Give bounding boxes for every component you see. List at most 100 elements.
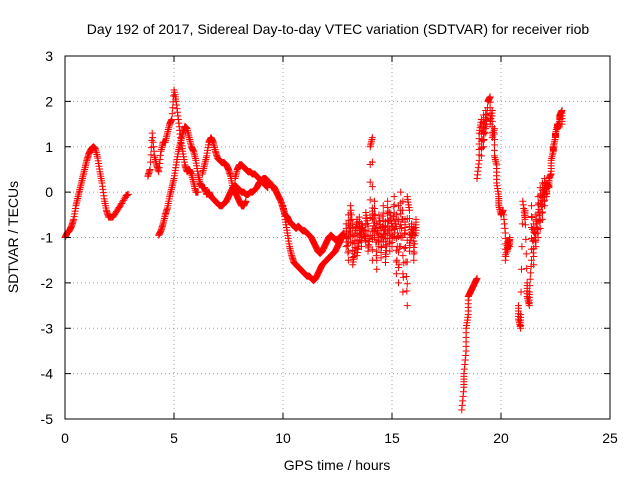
y-tick-label: 0	[45, 184, 53, 200]
data-point	[344, 247, 352, 255]
data-point	[538, 203, 546, 211]
data-point	[410, 248, 418, 256]
data-point	[526, 275, 534, 283]
data-point	[402, 273, 410, 281]
data-point	[395, 248, 403, 256]
data-point	[388, 233, 396, 241]
data-point	[403, 280, 411, 288]
data-point	[381, 242, 389, 250]
data-point	[403, 287, 411, 295]
data-point	[398, 224, 406, 232]
data-point	[368, 183, 376, 191]
data-point	[368, 246, 376, 254]
data-point	[379, 202, 387, 210]
data-point	[347, 216, 355, 224]
data-point	[532, 243, 540, 251]
data-point	[386, 247, 394, 255]
data-point	[517, 265, 525, 273]
data-point	[393, 256, 401, 264]
y-tick-label: -5	[41, 411, 54, 427]
data-point	[412, 229, 420, 237]
data-point	[521, 206, 529, 214]
data-point	[403, 258, 411, 266]
y-tick-label: 2	[45, 93, 53, 109]
data-point	[344, 256, 352, 264]
data-point	[397, 243, 405, 251]
data-point	[383, 241, 391, 249]
data-point	[534, 234, 542, 241]
data-point	[538, 208, 546, 216]
data-point	[194, 188, 202, 196]
data-point	[521, 221, 529, 229]
axis-ticks: 0 5 10 15 20 25 -5 -4 -3 -2 -1 0 1 2 3	[41, 48, 618, 446]
data-point	[478, 144, 486, 152]
data-point	[119, 196, 127, 204]
data-point	[405, 214, 413, 222]
data-point	[117, 201, 125, 209]
data-point	[401, 229, 409, 237]
data-point	[473, 274, 481, 282]
data-point	[397, 210, 405, 218]
data-point	[377, 254, 385, 262]
data-point	[384, 207, 392, 215]
x-tick-label: 25	[602, 430, 618, 446]
data-point	[411, 240, 419, 248]
y-tick-label: -3	[41, 320, 54, 336]
x-tick-label: 5	[170, 430, 178, 446]
data-point	[536, 224, 544, 232]
data-point	[378, 243, 386, 251]
data-point	[400, 244, 408, 252]
data-point	[558, 120, 566, 128]
data-point	[355, 213, 363, 221]
data-point	[482, 123, 490, 131]
data-point	[395, 279, 403, 287]
data-point	[527, 269, 535, 277]
data-point	[119, 198, 127, 206]
x-tick-label: 0	[61, 430, 69, 446]
data-point	[343, 234, 351, 242]
data-point	[506, 243, 514, 251]
data-point	[517, 288, 525, 296]
data-point	[530, 253, 538, 261]
data-point	[399, 288, 407, 296]
data-point	[410, 256, 418, 264]
data-point	[481, 121, 489, 129]
data-point	[405, 206, 413, 214]
y-tick-label: -1	[41, 230, 54, 246]
data-point	[373, 247, 381, 255]
x-tick-label: 20	[493, 430, 509, 446]
data-point	[517, 311, 525, 319]
data-point	[168, 116, 176, 124]
data-point	[368, 134, 376, 142]
x-axis-label: GPS time / hours	[284, 457, 391, 473]
data-point	[528, 202, 536, 210]
data-point	[480, 143, 488, 151]
data-point	[392, 211, 400, 219]
data-point	[518, 220, 526, 228]
data-point	[392, 223, 400, 231]
data-point	[118, 199, 126, 207]
data-point	[482, 129, 490, 137]
data-point	[385, 227, 393, 235]
data-point	[373, 256, 381, 264]
data-point	[480, 128, 488, 136]
data-point	[402, 243, 410, 251]
data-point	[399, 234, 407, 241]
data-point	[390, 201, 398, 209]
data-point	[395, 261, 403, 269]
data-point	[399, 197, 407, 205]
data-point	[528, 256, 536, 264]
y-tick-label: -4	[41, 366, 54, 382]
data-point	[146, 158, 154, 166]
data-point	[382, 253, 390, 261]
data-point	[480, 135, 488, 143]
y-tick-label: 3	[45, 48, 53, 64]
data-point	[483, 110, 491, 118]
data-point	[395, 217, 403, 225]
data-point	[399, 273, 407, 281]
data-point	[169, 104, 177, 112]
data-point	[532, 230, 540, 238]
data-point	[379, 209, 387, 217]
data-point	[477, 152, 485, 160]
data-point	[525, 288, 533, 296]
